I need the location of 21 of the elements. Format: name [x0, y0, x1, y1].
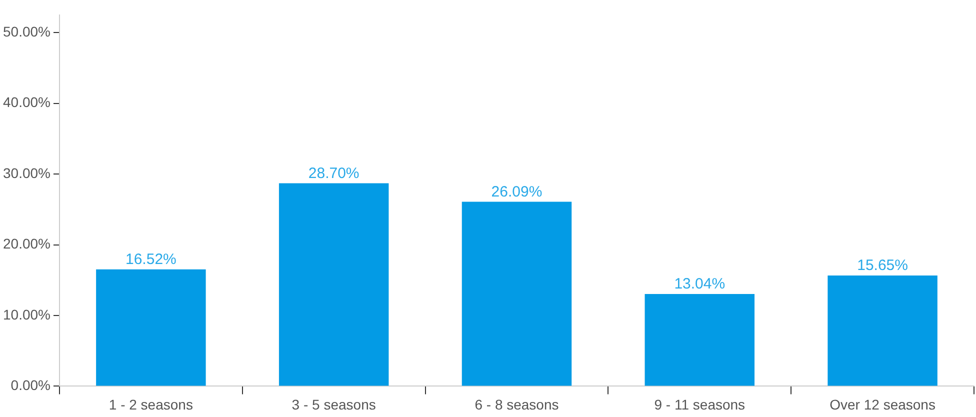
- x-tick-label: Over 12 seasons: [830, 396, 936, 412]
- bar: [278, 183, 389, 386]
- y-tick-label: 0.00%: [10, 377, 50, 394]
- data-label: 16.52%: [125, 251, 176, 268]
- y-tick-label: 30.00%: [3, 164, 50, 181]
- x-tick-label: 6 - 8 seasons: [474, 396, 559, 412]
- bar: [96, 269, 206, 386]
- y-tick-label: 40.00%: [3, 94, 50, 110]
- y-tick-label: 50.00%: [3, 24, 50, 40]
- bar: [828, 276, 938, 386]
- x-tick-label: 3 - 5 seasons: [292, 396, 376, 412]
- data-label: 13.04%: [674, 276, 726, 293]
- y-tick-label: 20.00%: [3, 236, 50, 252]
- y-tick-label: 10.00%: [3, 306, 50, 322]
- x-tick-label: 9 - 11 seasons: [654, 396, 746, 412]
- bar: [462, 202, 572, 386]
- x-tick-label: 1 - 2 seasons: [108, 396, 193, 412]
- bar: [644, 294, 755, 386]
- data-label: 15.65%: [857, 257, 908, 274]
- data-label: 28.70%: [308, 164, 360, 182]
- data-label: 26.09%: [491, 183, 542, 200]
